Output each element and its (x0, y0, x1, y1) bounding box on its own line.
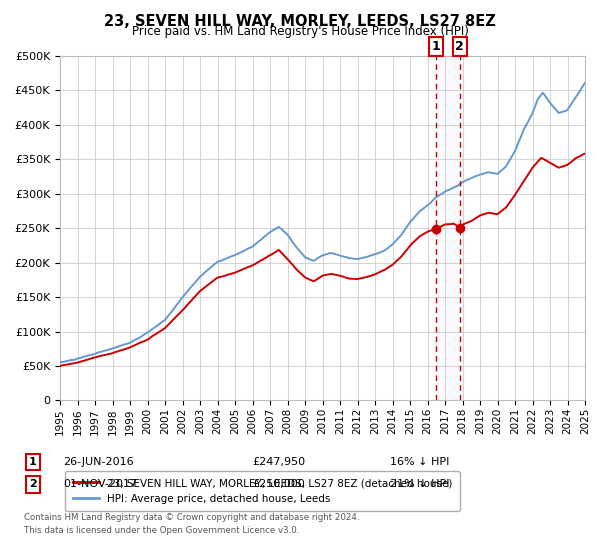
Text: £247,950: £247,950 (252, 457, 305, 467)
Text: 01-NOV-2017: 01-NOV-2017 (63, 479, 137, 489)
Text: Contains HM Land Registry data © Crown copyright and database right 2024.: Contains HM Land Registry data © Crown c… (24, 513, 359, 522)
Text: 1: 1 (432, 40, 440, 53)
Text: £250,000: £250,000 (252, 479, 305, 489)
Text: 21% ↓ HPI: 21% ↓ HPI (390, 479, 449, 489)
Legend: 23, SEVEN HILL WAY, MORLEY, LEEDS, LS27 8EZ (detached house), HPI: Average price: 23, SEVEN HILL WAY, MORLEY, LEEDS, LS27 … (65, 471, 460, 511)
Bar (436, 56, 460, 400)
Text: 2: 2 (29, 479, 37, 489)
Text: 23, SEVEN HILL WAY, MORLEY, LEEDS, LS27 8EZ: 23, SEVEN HILL WAY, MORLEY, LEEDS, LS27 … (104, 14, 496, 29)
Text: 26-JUN-2016: 26-JUN-2016 (63, 457, 134, 467)
Text: 1: 1 (29, 457, 37, 467)
Text: Price paid vs. HM Land Registry's House Price Index (HPI): Price paid vs. HM Land Registry's House … (131, 25, 469, 38)
Text: 2: 2 (455, 40, 464, 53)
Text: This data is licensed under the Open Government Licence v3.0.: This data is licensed under the Open Gov… (24, 526, 299, 535)
Text: 16% ↓ HPI: 16% ↓ HPI (390, 457, 449, 467)
